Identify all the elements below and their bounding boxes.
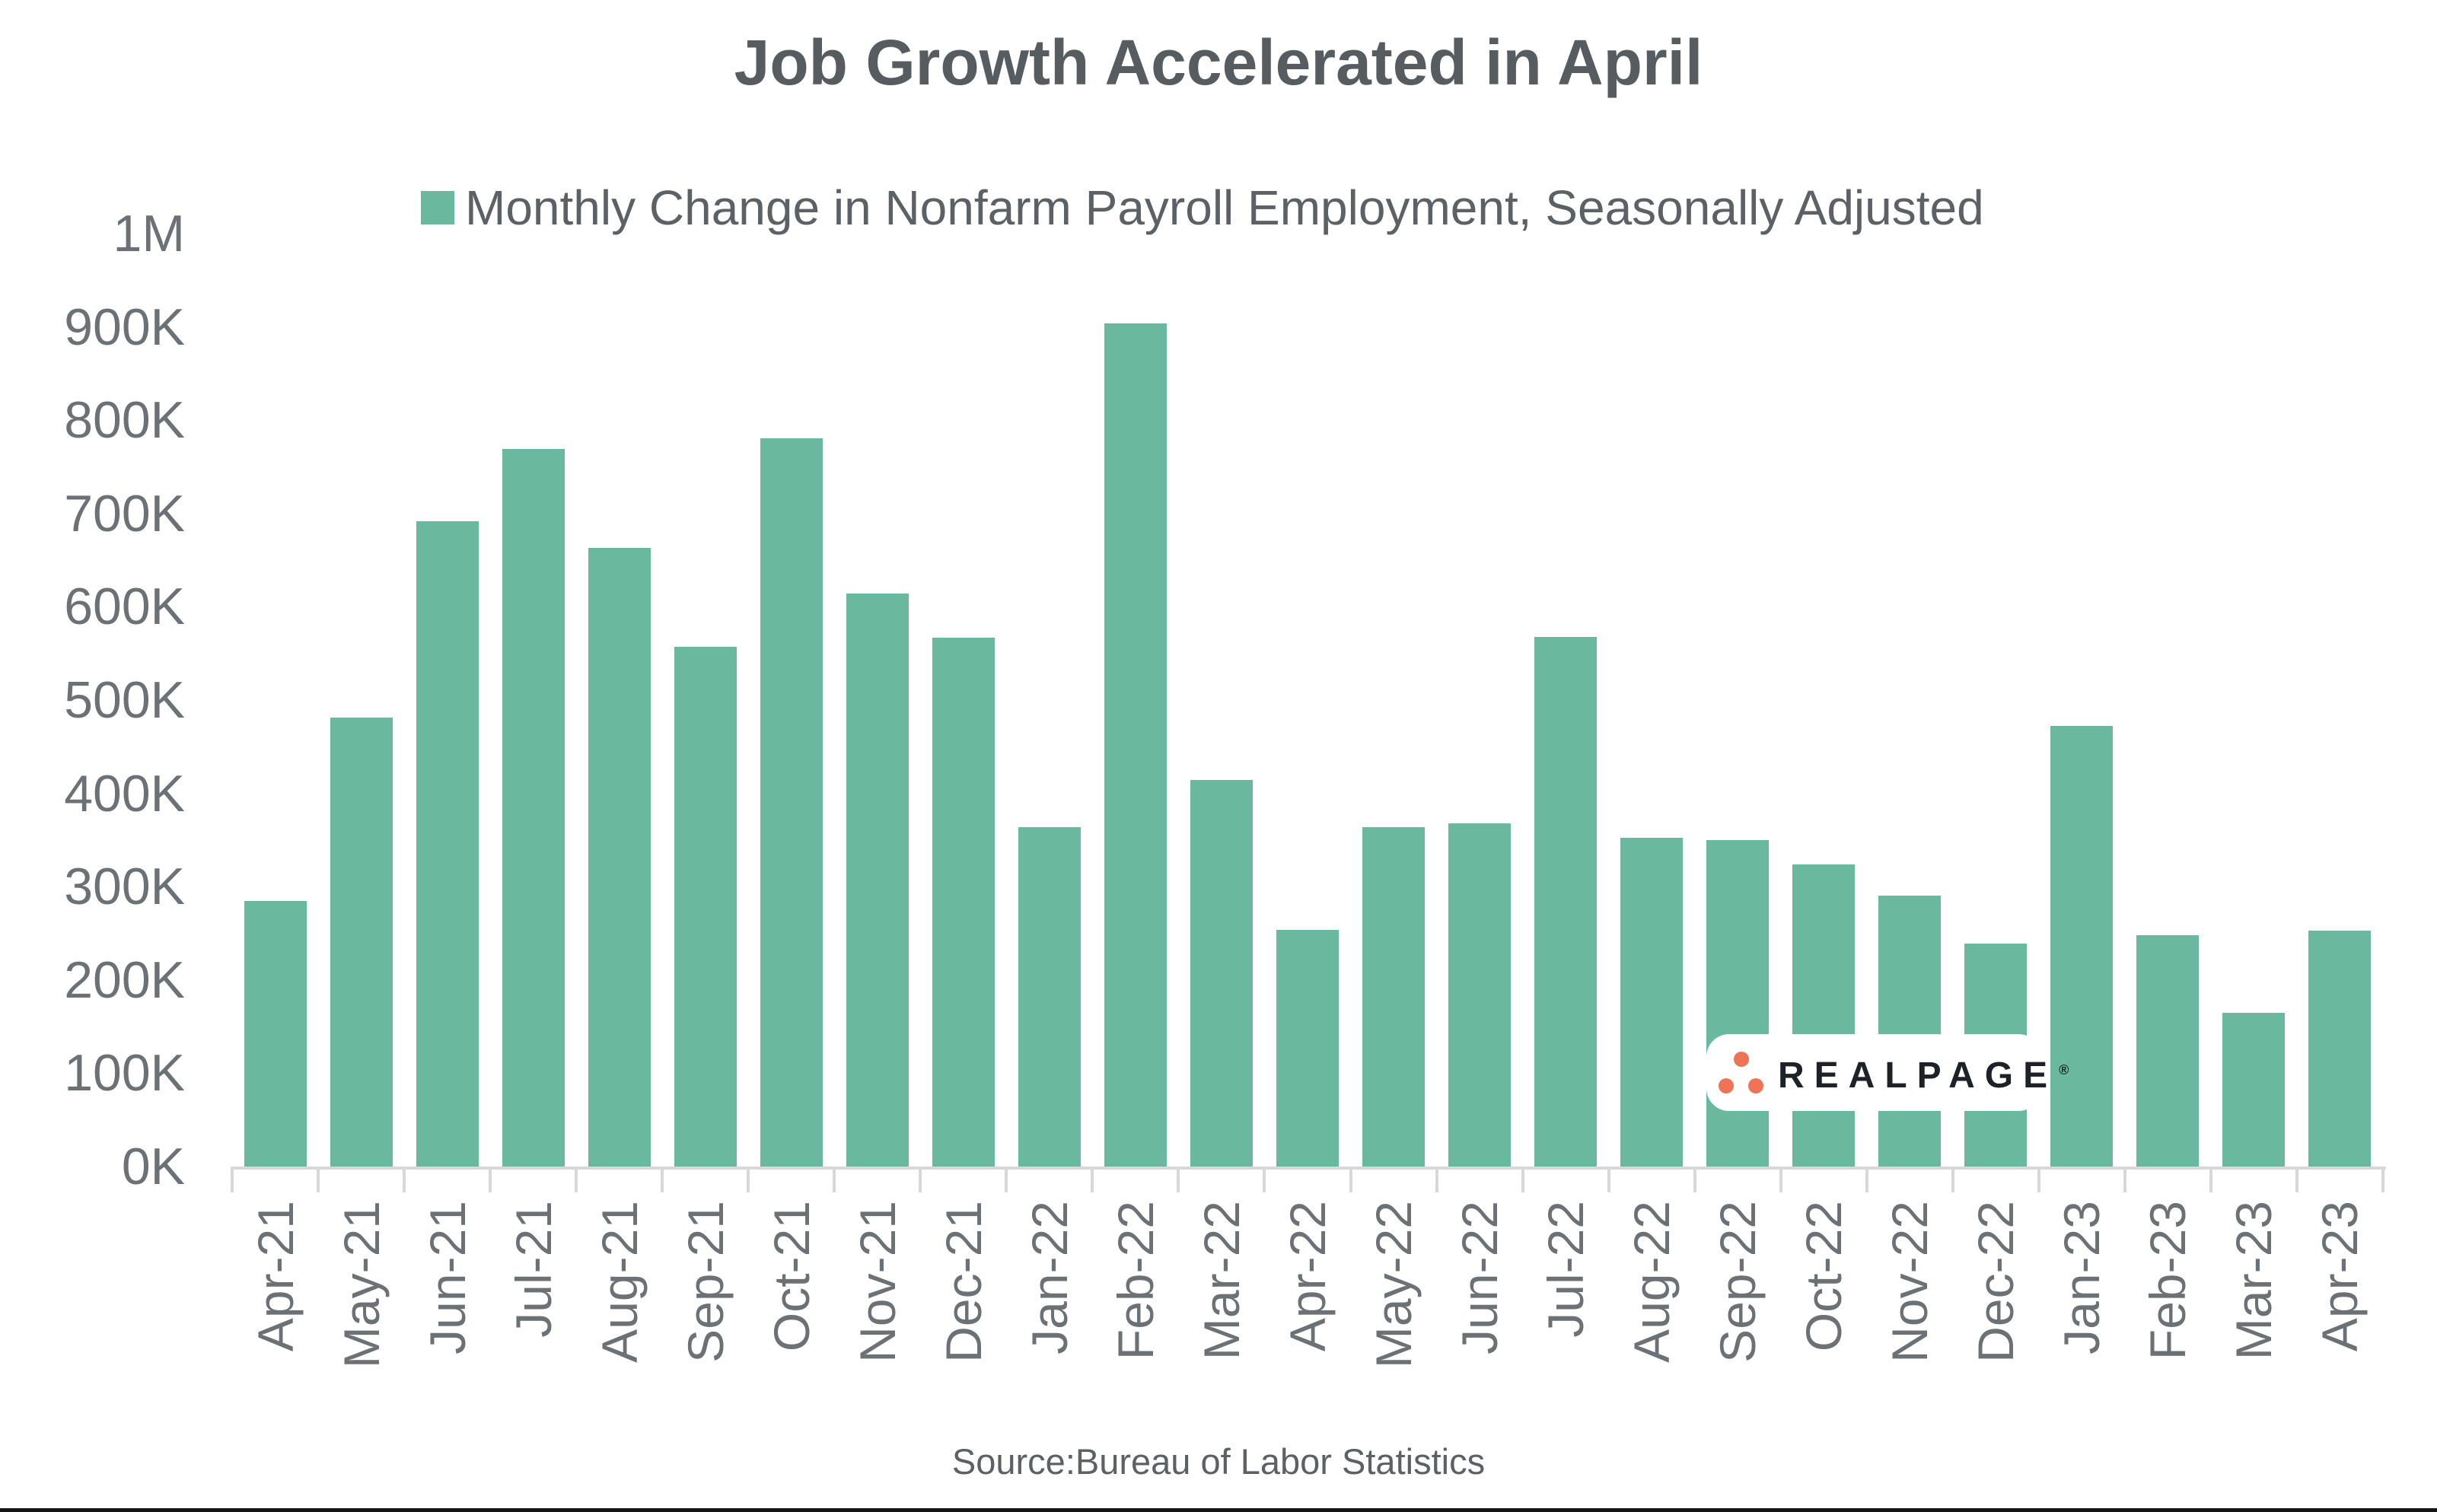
y-axis-label: 400K (64, 764, 185, 823)
y-axis-label: 300K (64, 858, 185, 916)
bar-Nov-22 (1878, 896, 1942, 1167)
bar-Jul-22 (1534, 636, 1598, 1167)
y-axis-label: 800K (64, 391, 185, 450)
bar-Mar-23 (2222, 1012, 2286, 1167)
bar-Apr-21 (244, 900, 307, 1167)
x-axis-tick (833, 1170, 836, 1192)
y-axis-label: 0K (121, 1138, 185, 1195)
y-axis-label: 900K (64, 298, 185, 356)
y-axis-label: 100K (64, 1044, 185, 1103)
legend-swatch-icon (421, 191, 454, 224)
bar-May-21 (330, 718, 393, 1167)
bar-Dec-21 (932, 637, 995, 1167)
x-axis-tick (1005, 1170, 1008, 1192)
realpage-wordmark: REALPAGE ® (1778, 1055, 2069, 1096)
bar-Jun-21 (416, 520, 479, 1167)
x-axis-tick (1607, 1170, 1610, 1192)
bar-Apr-23 (2308, 930, 2372, 1167)
x-axis-tick (1263, 1170, 1266, 1192)
legend-label: Monthly Change in Nonfarm Payroll Employ… (465, 180, 1984, 235)
y-axis: 0K 100K 200K 300K 400K 500K 600K 700K 800K 900K 1M (0, 0, 185, 1512)
x-axis-tick (403, 1170, 406, 1192)
bottom-edge-strip (0, 1508, 2437, 1512)
bar-Jan-22 (1018, 826, 1081, 1167)
bar-Nov-21 (846, 594, 909, 1167)
bar-Feb-23 (2136, 934, 2200, 1167)
x-axis-tick (1091, 1170, 1094, 1192)
x-axis-label: Apr-23 (2311, 1201, 2369, 1352)
bar-Aug-21 (588, 548, 651, 1167)
plot-area (232, 234, 2383, 1167)
x-axis-tick (2123, 1170, 2126, 1192)
x-axis-tick (231, 1170, 234, 1192)
bar-Jan-23 (2050, 726, 2114, 1167)
bar-Jul-21 (502, 449, 565, 1167)
x-axis-tick (2295, 1170, 2298, 1192)
legend: Monthly Change in Nonfarm Payroll Employ… (421, 180, 1984, 235)
x-axis-tick (489, 1170, 492, 1192)
chart-title: Job Growth Accelerated in April (734, 27, 1703, 98)
y-axis-label: 1M (113, 205, 185, 263)
bar-Aug-22 (1620, 838, 1684, 1167)
bar-Sep-21 (674, 647, 737, 1167)
x-axis-tick (2381, 1170, 2384, 1192)
x-axis-tick (2037, 1170, 2040, 1192)
source-note: Source:Bureau of Labor Statistics (951, 1441, 1486, 1482)
bar-Sep-22 (1706, 839, 1770, 1167)
bar-Oct-22 (1792, 864, 1856, 1167)
bar-Mar-22 (1190, 780, 1253, 1167)
bar-Jun-22 (1448, 823, 1512, 1167)
y-axis-label: 600K (64, 578, 185, 636)
x-axis-tick (1865, 1170, 1868, 1192)
realpage-logo: REALPAGE ® (1706, 1034, 2069, 1111)
x-axis-tick (1349, 1170, 1352, 1192)
x-axis-tick (661, 1170, 664, 1192)
x-axis-line (231, 1167, 2386, 1170)
x-axis-tick (575, 1170, 578, 1192)
x-axis-tick (1521, 1170, 1524, 1192)
bar-Apr-22 (1276, 929, 1339, 1167)
bar-May-22 (1362, 826, 1426, 1167)
x-axis-tick (317, 1170, 320, 1192)
bar-Oct-21 (760, 438, 823, 1167)
x-axis-tick (1693, 1170, 1696, 1192)
bar-Feb-22 (1104, 323, 1167, 1167)
realpage-dots-icon (1706, 1034, 1770, 1111)
y-axis-label: 200K (64, 950, 185, 1009)
x-axis-tick (2209, 1170, 2212, 1192)
x-axis-tick (1951, 1170, 1954, 1192)
y-axis-label: 500K (64, 671, 185, 729)
registered-mark: ® (2059, 1062, 2069, 1077)
x-axis-tick (747, 1170, 750, 1192)
x-axis-tick (1435, 1170, 1438, 1192)
y-axis-label: 700K (64, 484, 185, 543)
x-axis-tick (1779, 1170, 1782, 1192)
x-axis-tick (1177, 1170, 1180, 1192)
x-axis-tick (919, 1170, 922, 1192)
